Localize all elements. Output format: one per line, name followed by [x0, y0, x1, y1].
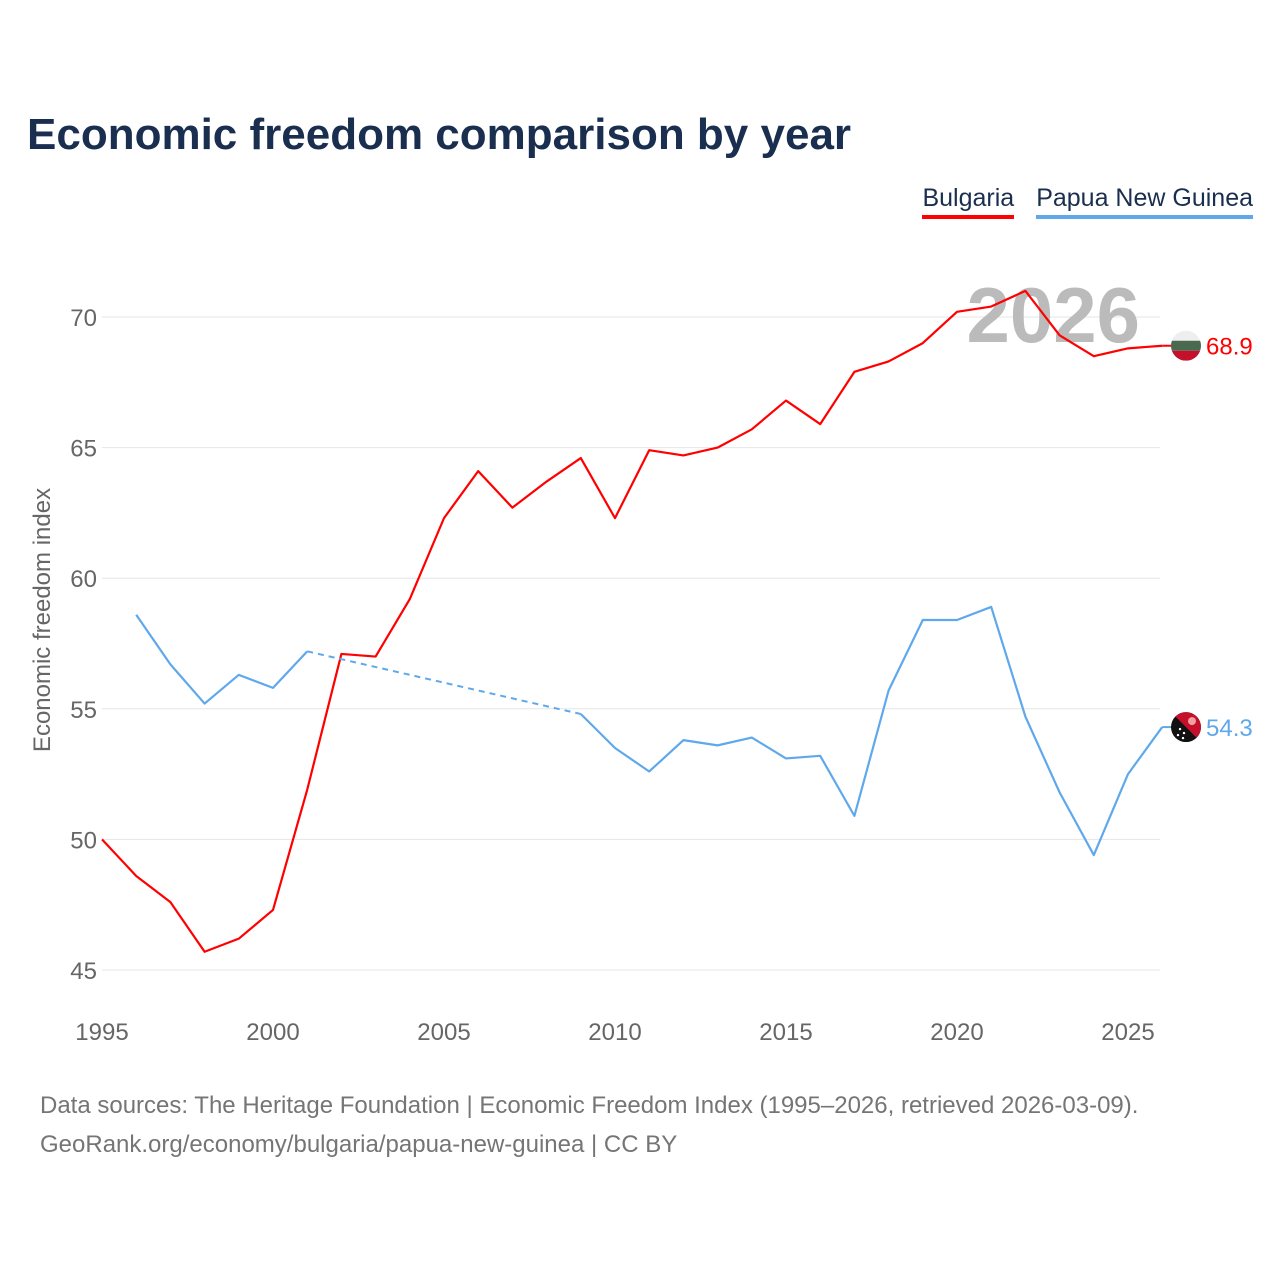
x-tick-label: 2025 — [1101, 1019, 1154, 1046]
y-tick-label: 45 — [70, 958, 97, 985]
gap-connector — [306, 650, 582, 715]
flag-star — [1181, 736, 1185, 740]
flag-stripe-white — [1171, 330, 1201, 341]
y-tick-label: 60 — [70, 566, 97, 593]
chart-title: Economic freedom comparison by year — [27, 110, 852, 159]
flag-bird — [1188, 717, 1196, 726]
flag-stripe-red — [1171, 350, 1201, 361]
flag-body — [1171, 712, 1201, 743]
flag-star — [1182, 731, 1186, 735]
series-line-papua-new-guinea — [580, 605, 1164, 857]
x-tick-label: 2010 — [588, 1019, 641, 1046]
footer-link[interactable]: GeoRank.org/economy/bulgaria/papua-new-g… — [40, 1131, 678, 1158]
y-tick-label: 70 — [70, 305, 97, 332]
x-tick-label: 2000 — [246, 1019, 299, 1046]
footer: Data sources: The Heritage Foundation | … — [40, 1086, 1138, 1164]
y-tick-label: 65 — [70, 436, 97, 463]
x-tick-label: 2005 — [417, 1019, 470, 1046]
flag-star — [1176, 733, 1180, 737]
y-tick-label: 55 — [70, 697, 97, 724]
series-line-papua-new-guinea — [135, 614, 309, 705]
x-tick-label: 2015 — [759, 1019, 812, 1046]
y-tick-label: 50 — [70, 827, 97, 854]
flag-body — [1171, 330, 1201, 361]
footer-sources: Data sources: The Heritage Foundation | … — [40, 1092, 1139, 1119]
x-tick-label: 2020 — [930, 1019, 983, 1046]
x-tick-label: 1995 — [75, 1019, 128, 1046]
bulgaria-flag-icon — [1171, 330, 1201, 361]
legend-papua-new-guinea[interactable]: Papua New Guinea — [1036, 184, 1253, 219]
year-watermark: 2026 — [966, 271, 1140, 359]
end-value-label: 68.9 — [1206, 334, 1253, 361]
end-value-label: 54.3 — [1206, 715, 1253, 742]
papua-new-guinea-flag-icon — [1171, 712, 1201, 743]
y-axis-label: Economic freedom index — [29, 488, 56, 752]
flag-stripe-green — [1171, 340, 1201, 351]
legend-bulgaria[interactable]: Bulgaria — [922, 184, 1015, 219]
legend: Bulgaria Papua New Guinea — [922, 184, 1253, 219]
series-line-bulgaria — [101, 289, 1163, 953]
flag-star — [1178, 727, 1182, 731]
